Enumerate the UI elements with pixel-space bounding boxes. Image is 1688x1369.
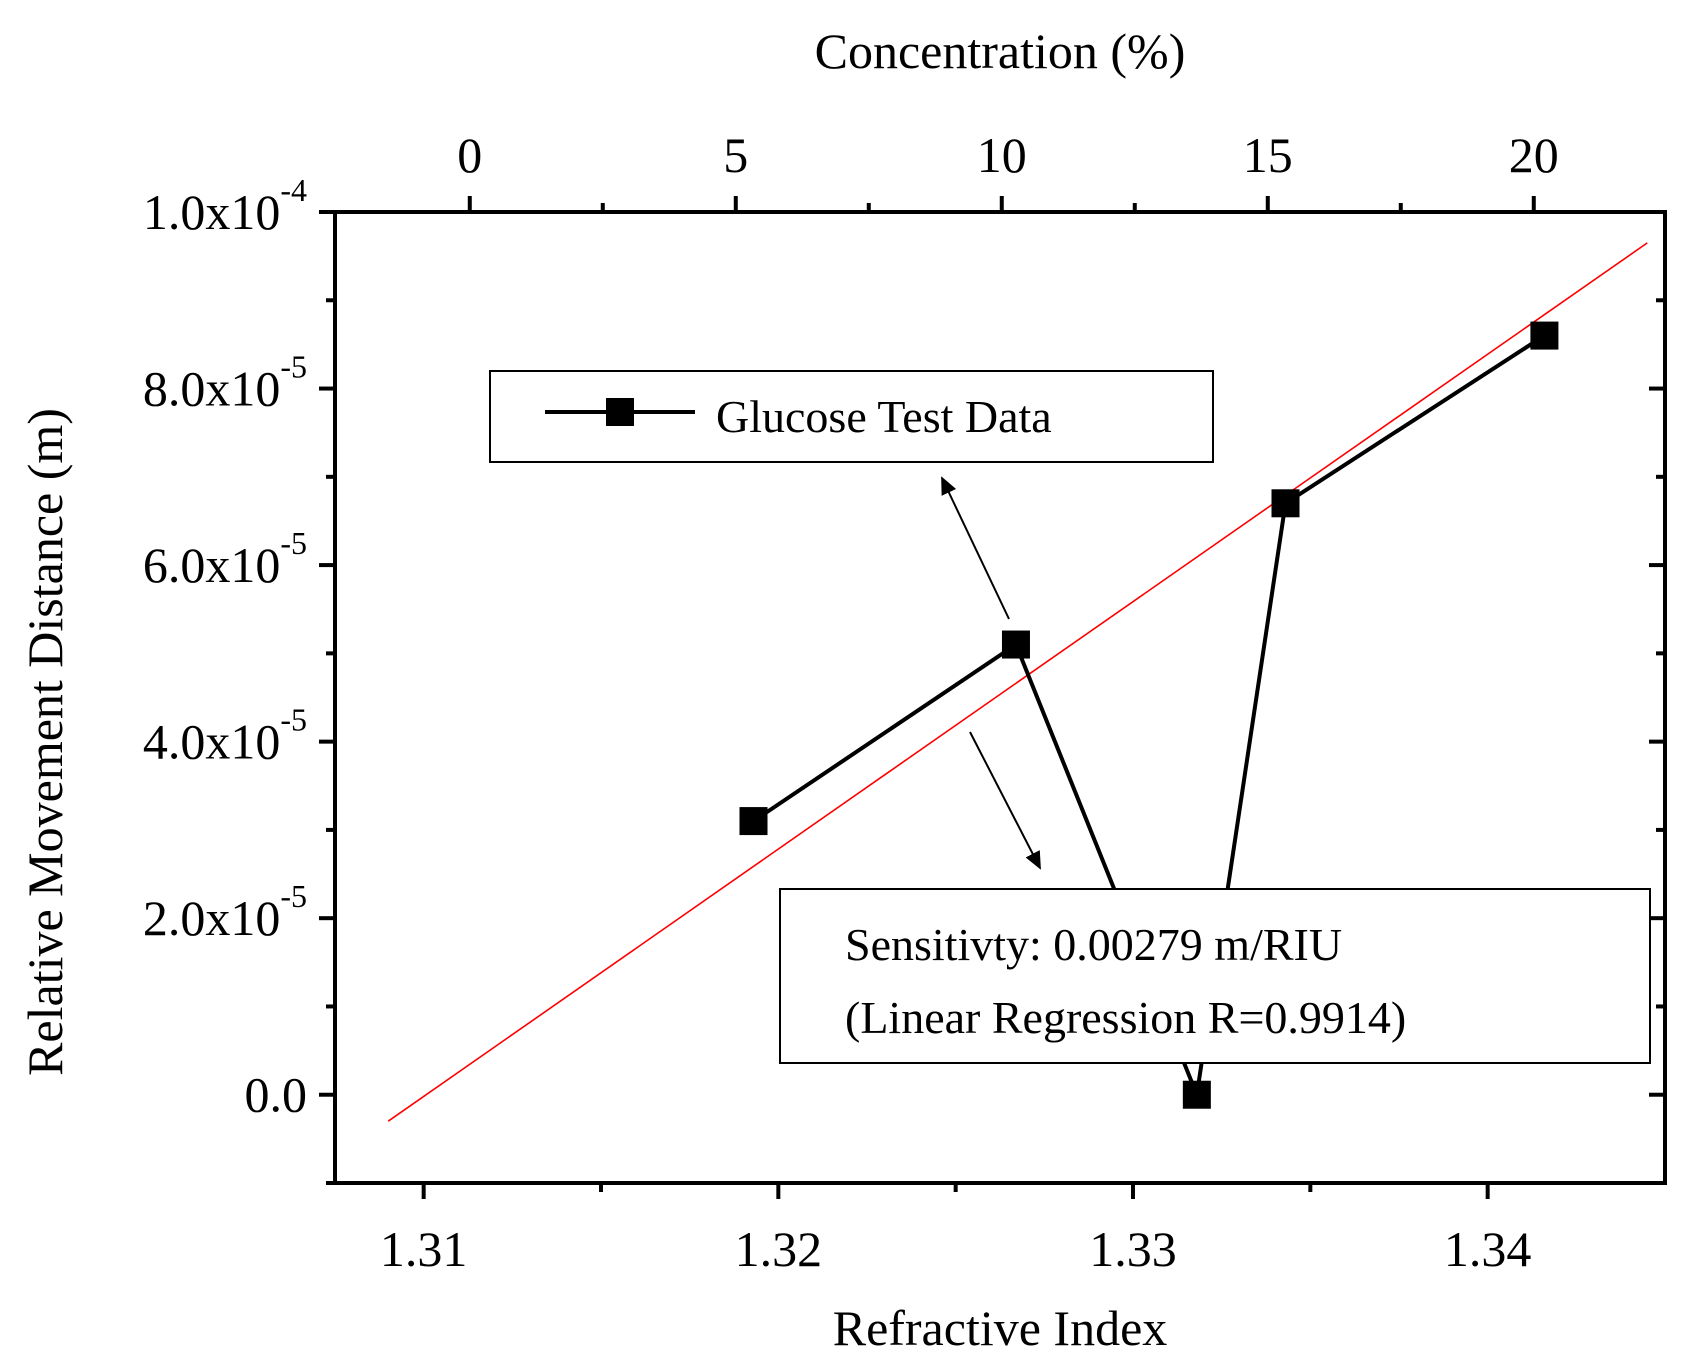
y-tick-label: 1.0x10-4 bbox=[143, 172, 307, 240]
y-tick-label: 2.0x10-5 bbox=[143, 878, 307, 946]
data-point bbox=[1182, 1080, 1211, 1109]
x2-axis-title: Concentration (%) bbox=[815, 23, 1186, 79]
plot-frame bbox=[333, 210, 1667, 1185]
legend-marker-square bbox=[606, 398, 634, 426]
y-tick-label: 6.0x10-5 bbox=[143, 525, 307, 593]
x-tick-label: 1.31 bbox=[380, 1221, 468, 1277]
ticks-layer: 1.31 1.32 1.33 1.34 0 5 10 15 20 0.0 2.0x10-5 4.0x1… bbox=[143, 127, 1665, 1277]
fit-layer bbox=[387, 242, 1648, 1122]
x2-tick-label: 15 bbox=[1243, 127, 1293, 183]
x-tick-label: 1.34 bbox=[1444, 1221, 1532, 1277]
data-point bbox=[1530, 321, 1559, 350]
annotation-regression: (Linear Regression R=0.9914) bbox=[845, 992, 1406, 1043]
x-tick-label: 1.33 bbox=[1089, 1221, 1177, 1277]
series-layer bbox=[739, 321, 1559, 1109]
x2-tick-label: 5 bbox=[723, 127, 748, 183]
legend: Glucose Test Data bbox=[489, 370, 1214, 463]
y-axis-title: Relative Movement Distance (m) bbox=[17, 408, 73, 1076]
x2-tick-label: 10 bbox=[977, 127, 1027, 183]
fit-line bbox=[387, 242, 1648, 1122]
y-tick-label: 0.0 bbox=[245, 1067, 308, 1123]
annotation-sensitivity: Sensitivty: 0.00279 m/RIU bbox=[845, 919, 1342, 970]
y-tick-label: 4.0x10-5 bbox=[143, 702, 307, 770]
data-point bbox=[1001, 630, 1030, 659]
x2-tick-label: 0 bbox=[457, 127, 482, 183]
arrow-to-annotation bbox=[969, 731, 1041, 870]
y-tick-label: 8.0x10-5 bbox=[143, 349, 307, 417]
annotation-box: Sensitivty: 0.00279 m/RIU (Linear Regres… bbox=[779, 888, 1651, 1064]
data-point bbox=[739, 807, 768, 836]
arrow-to-legend bbox=[941, 476, 1010, 620]
legend-label: Glucose Test Data bbox=[716, 391, 1052, 442]
x-axis-title: Refractive Index bbox=[833, 1300, 1168, 1356]
x-tick-label: 1.32 bbox=[735, 1221, 823, 1277]
x2-tick-label: 20 bbox=[1509, 127, 1559, 183]
annotation-frame bbox=[779, 888, 1651, 1064]
data-point bbox=[1271, 489, 1300, 518]
